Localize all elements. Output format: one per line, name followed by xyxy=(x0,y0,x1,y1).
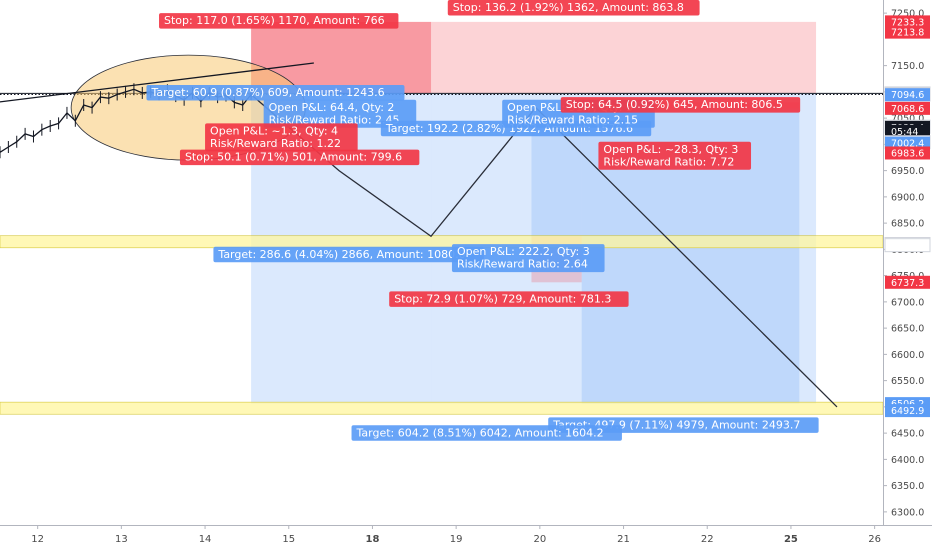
price-badge-label: 7002.4 xyxy=(891,139,924,150)
position-label-text: Open P&L: ~28.3, Qty: 3 xyxy=(603,143,738,156)
position-label-bg xyxy=(389,291,629,307)
time-tick-label: 21 xyxy=(617,534,630,545)
price-badge-label: 6810.2 xyxy=(891,241,924,252)
time-tick-label: 14 xyxy=(199,534,212,545)
price-tick-label: 6850.0 xyxy=(891,219,924,230)
position-label[interactable]: Target: 604.2 (8.51%) 6042, Amount: 1604… xyxy=(351,425,622,441)
price-badge-label: 05:44 xyxy=(891,127,918,138)
price-tick-label: 7050.0 xyxy=(891,114,924,125)
price-tick-label: 6450.0 xyxy=(891,429,924,440)
price-tick-label: 6600.0 xyxy=(891,350,924,361)
position-label[interactable]: Stop: 136.2 (1.92%) 1362, Amount: 863.8 xyxy=(447,0,700,16)
trend-line[interactable] xyxy=(0,62,314,103)
position-label-bg xyxy=(598,141,752,170)
position-label-text: Risk/Reward Ratio: 2.45 xyxy=(269,113,400,126)
position-label-bg xyxy=(451,244,605,273)
price-badge xyxy=(885,146,930,160)
price-badge xyxy=(885,136,930,150)
position-label[interactable]: Stop: 50.1 (0.71%) 501, Amount: 799.6 xyxy=(179,149,420,166)
time-tick-label: 12 xyxy=(31,534,44,545)
position-label[interactable]: Target: 286.6 (4.04%) 2866, Amount: 1080… xyxy=(213,246,484,263)
position-stop-zone xyxy=(431,21,817,94)
price-tick-label: 6700.0 xyxy=(891,297,924,308)
position-label-bg xyxy=(447,0,700,16)
position-label-bg xyxy=(179,149,420,166)
price-tick-label: 6950.0 xyxy=(891,166,924,177)
price-tick-label: 6400.0 xyxy=(891,455,924,466)
price-tick-label: 6550.0 xyxy=(891,376,924,387)
position-label-text: Risk/Reward Ratio: 2.15 xyxy=(507,113,638,126)
price-tick-label: 7150.0 xyxy=(891,61,924,72)
price-tick-label: 6350.0 xyxy=(891,481,924,492)
position-label[interactable]: Target: 60.9 (0.87%) 609, Amount: 1243.6 xyxy=(146,85,405,101)
price-badge-label: 7094.6 xyxy=(891,90,924,101)
position-label-bg xyxy=(205,123,358,152)
price-badge xyxy=(885,101,930,115)
highlight-band xyxy=(0,401,884,415)
price-badge-label: 6737.3 xyxy=(891,278,924,289)
position-label[interactable]: Stop: 117.0 (1.65%) 1170, Amount: 766 xyxy=(159,13,399,29)
price-badge xyxy=(885,25,930,39)
price-badge-label: 6492.9 xyxy=(891,406,924,417)
position-label-bg xyxy=(159,13,399,29)
position-label-text: Stop: 72.9 (1.07%) 729, Amount: 781.3 xyxy=(394,292,611,305)
time-tick-label: 20 xyxy=(533,534,546,545)
price-badge-label: 7213.8 xyxy=(891,28,924,39)
time-tick-label: 18 xyxy=(365,534,379,545)
price-tick-label: 6900.0 xyxy=(891,192,924,203)
highlight-band xyxy=(0,235,884,249)
position-label-bg xyxy=(351,425,622,441)
time-tick-label: 22 xyxy=(701,534,714,545)
price-badge xyxy=(885,404,930,418)
price-badge xyxy=(885,275,930,289)
position-label-text: Stop: 50.1 (0.71%) 501, Amount: 799.6 xyxy=(185,151,402,164)
position-label-text: Risk/Reward Ratio: 1.22 xyxy=(210,137,341,150)
price-badge-label: 6983.6 xyxy=(891,148,924,159)
position-label-text: Target: 604.2 (8.51%) 6042, Amount: 1604… xyxy=(356,426,604,439)
position-label-text: Open P&L: 64.4, Qty: 2 xyxy=(269,101,395,114)
price-badge xyxy=(885,15,930,29)
position-label-text: Open P&L: 222.2, Qty: 3 xyxy=(457,245,590,258)
time-tick-label: 25 xyxy=(784,534,798,545)
position-label-text: Stop: 117.0 (1.65%) 1170, Amount: 766 xyxy=(164,14,385,27)
position-label-text: Stop: 64.5 (0.92%) 645, Amount: 806.5 xyxy=(566,98,783,111)
time-tick-label: 15 xyxy=(282,534,295,545)
time-tick-label: 26 xyxy=(868,534,881,545)
position-label-text: Risk/Reward Ratio: 2.64 xyxy=(457,258,588,271)
position-label-bg xyxy=(213,246,484,263)
time-tick-label: 13 xyxy=(115,534,128,545)
time-tick-label: 19 xyxy=(450,534,463,545)
position-label-bg xyxy=(146,85,405,101)
position-label-text: Stop: 136.2 (1.92%) 1362, Amount: 863.8 xyxy=(453,1,684,14)
position-label[interactable]: Stop: 72.9 (1.07%) 729, Amount: 781.3 xyxy=(389,291,629,307)
price-badge xyxy=(885,88,930,102)
price-badge xyxy=(885,124,930,138)
position-label-text: Open P&L: ~1.3, Qty: 4 xyxy=(210,124,338,137)
position-label-text: Risk/Reward Ratio: 7.72 xyxy=(603,155,734,168)
price-tick-label: 7250.0 xyxy=(891,9,924,20)
price-badge xyxy=(884,238,931,253)
price-badge-label: 7068.6 xyxy=(891,104,924,115)
position-label-text: Target: 60.9 (0.87%) 609, Amount: 1243.6 xyxy=(150,86,384,99)
position-label-bg xyxy=(263,99,417,128)
position-label[interactable]: Stop: 64.5 (0.92%) 645, Amount: 806.5 xyxy=(560,97,801,113)
time-axis[interactable] xyxy=(0,525,932,550)
position-label-text: Target: 286.6 (4.04%) 2866, Amount: 1080… xyxy=(217,248,465,261)
price-badge-label: 7233.3 xyxy=(891,17,924,28)
position-label-bg xyxy=(560,97,801,113)
price-tick-label: 6300.0 xyxy=(891,507,924,518)
price-tick-label: 6650.0 xyxy=(891,324,924,335)
